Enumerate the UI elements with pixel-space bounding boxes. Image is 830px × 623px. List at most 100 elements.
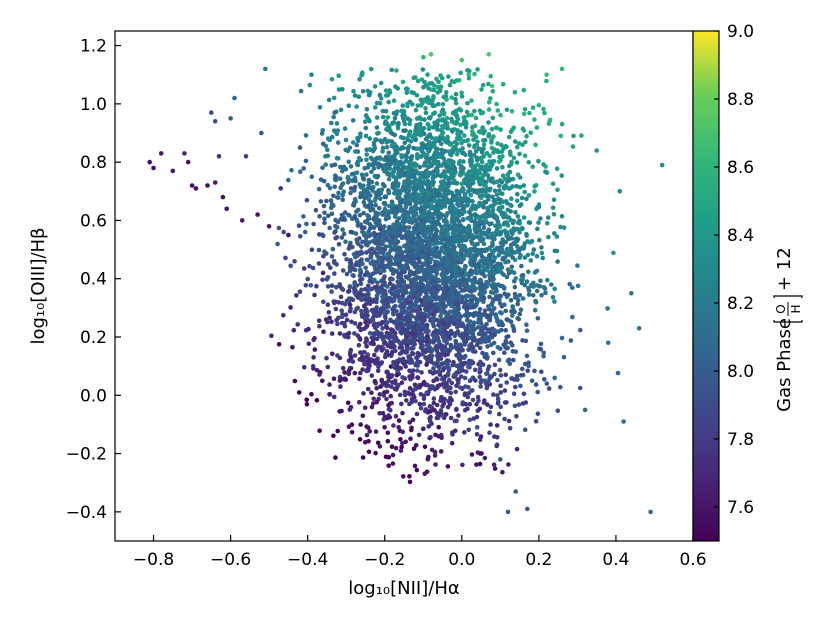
data-point <box>480 82 486 88</box>
data-point <box>462 266 468 271</box>
data-point <box>354 250 359 256</box>
data-point <box>382 282 387 288</box>
data-point <box>387 88 392 93</box>
data-point <box>482 455 488 461</box>
data-point <box>321 233 326 239</box>
data-point <box>538 347 544 352</box>
data-point <box>521 215 527 220</box>
data-point <box>504 107 510 113</box>
data-point <box>435 377 440 382</box>
data-point <box>342 323 348 329</box>
data-point <box>506 462 511 467</box>
data-point <box>435 164 441 170</box>
data-point <box>393 149 399 155</box>
data-point <box>532 368 537 374</box>
data-point <box>468 192 473 198</box>
data-point <box>414 360 420 366</box>
data-point <box>372 378 378 384</box>
data-point <box>397 188 403 194</box>
data-point <box>373 309 378 315</box>
data-point <box>454 151 460 157</box>
data-point <box>472 367 478 373</box>
data-point <box>561 354 567 360</box>
data-point <box>451 284 456 290</box>
data-point <box>479 378 484 383</box>
data-point <box>491 350 496 356</box>
data-point <box>374 181 380 186</box>
data-point <box>368 260 374 266</box>
data-point <box>445 373 451 378</box>
data-point <box>519 263 524 269</box>
data-point <box>354 170 360 175</box>
data-point <box>412 230 418 235</box>
data-point <box>321 203 327 209</box>
data-point <box>520 366 525 372</box>
data-point <box>408 436 413 442</box>
data-point <box>294 293 299 298</box>
data-point <box>425 302 431 307</box>
data-point <box>484 268 490 273</box>
data-point <box>477 297 483 303</box>
data-point <box>321 299 326 305</box>
data-point <box>346 358 352 364</box>
data-point <box>561 225 567 230</box>
data-point <box>384 121 390 126</box>
data-point <box>389 373 395 378</box>
data-point <box>502 291 508 297</box>
data-point <box>465 394 471 400</box>
data-point <box>341 164 347 170</box>
data-point <box>515 191 520 197</box>
data-point <box>359 244 364 250</box>
data-point <box>488 203 494 209</box>
data-point <box>383 315 388 321</box>
data-point <box>439 257 444 263</box>
data-point <box>470 397 476 403</box>
data-point <box>348 306 353 312</box>
data-point <box>321 329 326 335</box>
data-point <box>465 406 470 412</box>
data-point <box>445 134 450 140</box>
data-point <box>356 207 361 213</box>
data-point <box>480 263 485 269</box>
data-point <box>407 474 412 479</box>
data-point <box>392 261 398 267</box>
data-point <box>454 226 460 231</box>
data-point <box>460 206 466 212</box>
data-point <box>546 121 552 126</box>
data-point <box>344 271 350 277</box>
data-point <box>511 391 517 397</box>
data-point <box>605 306 610 311</box>
data-point <box>420 180 426 186</box>
data-point <box>414 206 420 211</box>
data-point <box>414 467 420 473</box>
data-point <box>402 392 408 398</box>
data-point <box>463 176 468 182</box>
data-point <box>475 67 480 72</box>
data-point <box>481 146 486 152</box>
data-point <box>462 133 467 138</box>
data-point <box>440 101 446 107</box>
data-point <box>445 140 451 145</box>
data-point <box>517 255 522 260</box>
data-point <box>423 347 428 353</box>
data-point <box>376 165 381 170</box>
data-point <box>453 338 459 344</box>
data-point <box>354 260 360 265</box>
data-point <box>387 265 393 270</box>
data-point <box>425 72 430 77</box>
data-point <box>336 315 341 321</box>
data-point <box>425 180 430 186</box>
data-point <box>439 432 444 438</box>
data-point <box>500 469 505 475</box>
data-point <box>399 145 405 150</box>
data-point <box>483 259 488 264</box>
data-point <box>483 339 489 344</box>
data-point <box>441 366 447 371</box>
data-point <box>431 87 437 93</box>
data-point <box>340 300 345 306</box>
data-point <box>517 184 523 190</box>
data-point <box>520 126 526 132</box>
data-point <box>347 350 353 356</box>
data-point <box>329 331 335 336</box>
data-point <box>419 285 424 290</box>
